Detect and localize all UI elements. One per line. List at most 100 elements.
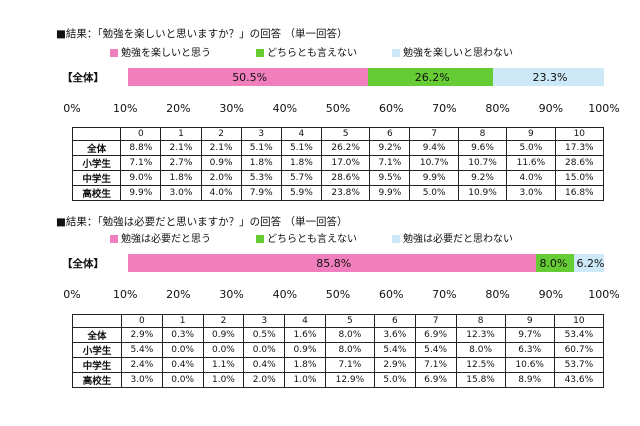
table-row: 全体 8.8% 2.1% 2.1% 5.1% 5.1% 26.2% 9.2% 9.4% 9.6% 5…	[71, 140, 605, 156]
axis-tick-label: 0%	[63, 102, 81, 115]
chart-section-necessary: ■結果：「勉強は必要だと思いますか？」の回答 （単一回答） 勉強は必要だと思う …	[0, 210, 640, 426]
table-header-cell: 7	[414, 314, 457, 328]
table-cell: 8.0%	[324, 327, 375, 343]
table-cell: 5.9%	[280, 185, 322, 201]
table-cell: 12.5%	[455, 357, 506, 373]
bar-segment	[493, 68, 604, 86]
table-header-cell: 5	[320, 127, 371, 141]
axis-tick-label: 90%	[538, 102, 564, 115]
table-cell: 6.9%	[414, 372, 457, 388]
legend-swatch	[110, 235, 118, 243]
legend-swatch	[392, 49, 400, 57]
table-cell: 1.0%	[284, 372, 326, 388]
bar-segment	[128, 254, 537, 272]
bar-segment	[368, 68, 494, 86]
table-header-cell: 1	[160, 127, 202, 141]
table-header-cell: 4	[280, 127, 322, 141]
table-cell: 9.2%	[457, 170, 508, 186]
table-header-cell: 5	[324, 314, 375, 328]
table-cell: 1.8%	[284, 357, 326, 373]
table-cell: 60.7%	[553, 342, 605, 358]
table-cell: 1.0%	[202, 372, 245, 388]
table-cell: 0.0%	[202, 342, 245, 358]
legend-item-1: 勉強を楽しいと思う	[110, 44, 211, 59]
table-header-cell: 0	[121, 314, 163, 328]
table-cell: 8.0%	[324, 342, 375, 358]
table-header-cell: 9	[506, 127, 556, 141]
table-cell: 10.6%	[504, 357, 555, 373]
table-cell: 7.1%	[324, 357, 375, 373]
data-table: 0 1 2 3 4 5 6 7 8 9 10 全体 2.9% 0.3% 0.9% 0.5% 1.6% 8.0% 3.…	[71, 314, 605, 388]
table-cell: 1.8%	[240, 155, 282, 171]
axis-tick-label: 10%	[112, 102, 138, 115]
legend-label: 勉強は必要だと思わない	[403, 234, 513, 245]
table-cell: 26.2%	[320, 140, 371, 156]
table-cell: 7.1%	[120, 155, 162, 171]
table-cell: 2.0%	[243, 372, 286, 388]
segment-label: 6.2%	[576, 257, 605, 270]
table-header-row: 0 1 2 3 4 5 6 7 8 9 10	[71, 314, 605, 328]
table-header-cell: 8	[457, 127, 508, 141]
table-cell: 3.0%	[121, 372, 163, 388]
table-cell: 9.0%	[120, 170, 162, 186]
axis-tick-label: 10%	[112, 288, 138, 301]
x-axis: 0% 10% 20% 30% 40% 50% 60% 70% 80% 90% 100%	[63, 102, 619, 120]
table-row: 小学生 7.1% 2.7% 0.9% 1.8% 1.8% 17.0% 7.1% 10.7% 10.…	[71, 155, 605, 171]
table-header-cell: 7	[409, 127, 459, 141]
table-cell: 17.0%	[320, 155, 371, 171]
table-row-label: 全体	[71, 140, 122, 156]
legend-item-3: 勉強を楽しいと思わない	[392, 44, 513, 59]
table-header-cell: 0	[120, 127, 162, 141]
table-cell: 5.4%	[121, 342, 163, 358]
table-cell: 15.8%	[455, 372, 506, 388]
table-row: 高校生 3.0% 0.0% 1.0% 2.0% 1.0% 12.9% 5.0% 6.9% 15.8…	[71, 372, 605, 388]
table-header-cell: 10	[553, 314, 605, 328]
table-cell: 8.0%	[455, 342, 506, 358]
legend-label: どちらとも言えない	[267, 234, 357, 245]
table-cell: 28.6%	[554, 155, 605, 171]
axis-tick-label: 70%	[432, 288, 457, 301]
table-header-cell	[71, 127, 122, 141]
table-cell: 7.9%	[240, 185, 282, 201]
legend-label: 勉強は必要だと思う	[121, 234, 211, 245]
table-row-label: 全体	[71, 327, 123, 343]
stacked-bar: 85.8% 8.0% 6.2%	[128, 254, 604, 272]
table-cell: 0.3%	[161, 327, 204, 343]
table-cell: 7.1%	[369, 155, 411, 171]
axis-tick-label: 60%	[378, 102, 404, 115]
table-cell: 6.9%	[414, 327, 457, 343]
table-cell: 0.0%	[161, 342, 204, 358]
legend-item-2: どちらとも言えない	[256, 44, 357, 59]
axis-tick-label: 20%	[166, 102, 191, 115]
table-header-cell: 9	[504, 314, 555, 328]
table-row: 高校生 9.9% 3.0% 4.0% 7.9% 5.9% 23.8% 9.9% 5.0% 10.9…	[71, 185, 605, 201]
bar-row-label: 【全体】	[62, 258, 104, 270]
table-cell: 0.9%	[284, 342, 326, 358]
table-row-label: 中学生	[71, 357, 123, 373]
table-cell: 8.9%	[504, 372, 555, 388]
table-cell: 23.8%	[320, 185, 371, 201]
table-row: 全体 2.9% 0.3% 0.9% 0.5% 1.6% 8.0% 3.6% 6.9% 12.3% 9…	[71, 327, 605, 343]
table-header-row: 0 1 2 3 4 5 6 7 8 9 10	[71, 127, 605, 141]
table-cell: 3.6%	[373, 327, 416, 343]
stacked-bar: 50.5% 26.2% 23.3%	[128, 68, 604, 86]
axis-tick-label: 90%	[538, 288, 564, 301]
table-cell: 9.9%	[120, 185, 162, 201]
table-header-cell: 3	[240, 127, 282, 141]
table-cell: 1.8%	[280, 155, 322, 171]
chart-title: ■結果：「勉強を楽しいと思いますか？」の回答 （単一回答）	[56, 28, 348, 40]
legend-swatch	[256, 49, 264, 57]
legend-label: どちらとも言えない	[267, 48, 357, 59]
bar-segment	[536, 254, 575, 272]
legend-item-2: どちらとも言えない	[256, 230, 357, 245]
table-row-label: 高校生	[71, 372, 123, 388]
table-cell: 1.6%	[284, 327, 326, 343]
segment-label: 23.3%	[532, 71, 568, 84]
table-cell: 9.7%	[504, 327, 555, 343]
axis-tick-label: 70%	[432, 102, 457, 115]
axis-tick-label: 50%	[325, 102, 351, 115]
table-header-cell	[71, 314, 123, 328]
table-row: 中学生 2.4% 0.4% 1.1% 0.4% 1.8% 7.1% 2.9% 7.1% 12.5%…	[71, 357, 605, 373]
table-cell: 17.3%	[554, 140, 605, 156]
table-row-label: 小学生	[71, 342, 123, 358]
